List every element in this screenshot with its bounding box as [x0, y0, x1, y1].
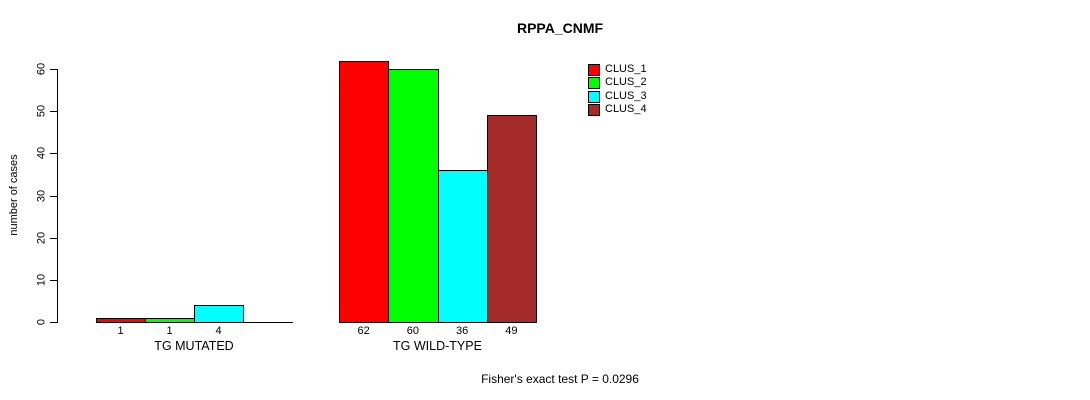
- y-axis-line: [57, 69, 58, 323]
- y-axis-tick: [50, 279, 57, 281]
- y-tick-label: 20: [35, 231, 48, 244]
- bar-value-label: 1: [117, 325, 124, 337]
- bar-value-label: 1: [166, 325, 173, 337]
- legend-swatch: [588, 103, 600, 116]
- bar-value-label: 4: [215, 325, 222, 337]
- y-axis-label: number of cases: [8, 154, 20, 236]
- bar-clus_4: [486, 115, 537, 323]
- legend-label: CLUS_2: [605, 76, 647, 89]
- bar-value-label: 60: [406, 325, 419, 337]
- chart-title: RPPA_CNMF: [516, 20, 604, 36]
- group-label: TG MUTATED: [154, 339, 234, 353]
- y-tick-label: 40: [35, 147, 48, 160]
- y-axis-tick: [50, 237, 57, 239]
- y-tick-label: 60: [35, 62, 48, 76]
- bar-clus_3: [437, 170, 488, 323]
- bar-clus_1: [96, 317, 146, 323]
- y-axis-tick: [50, 69, 57, 70]
- legend-label: CLUS_1: [605, 63, 647, 75]
- y-axis-tick: [50, 195, 57, 197]
- y-tick-label: 30: [35, 189, 48, 202]
- legend-swatch: [588, 77, 600, 90]
- legend-swatch: [588, 64, 600, 76]
- bar-value-label: 49: [505, 325, 518, 337]
- bar-clus_2: [388, 69, 439, 323]
- bar-value-label: 62: [357, 325, 370, 337]
- y-axis-tick: [50, 322, 57, 323]
- bar-value-label: 36: [456, 325, 469, 337]
- group-label: TG WILD-TYPE: [393, 339, 482, 353]
- legend-swatch: [588, 90, 600, 103]
- y-axis-tick: [50, 153, 57, 155]
- bar-clus_1: [339, 60, 390, 323]
- y-tick-label: 50: [35, 105, 48, 118]
- y-axis-tick: [50, 111, 57, 113]
- bar-clus_3: [194, 305, 244, 323]
- legend-label: CLUS_4: [605, 102, 647, 115]
- bar-clus_2: [145, 317, 195, 323]
- y-tick-label: 0: [35, 318, 48, 326]
- y-tick-label: 10: [35, 273, 48, 286]
- footnote-fisher-test: Fisher's exact test P = 0.0296: [481, 372, 639, 386]
- legend-label: CLUS_3: [605, 89, 647, 102]
